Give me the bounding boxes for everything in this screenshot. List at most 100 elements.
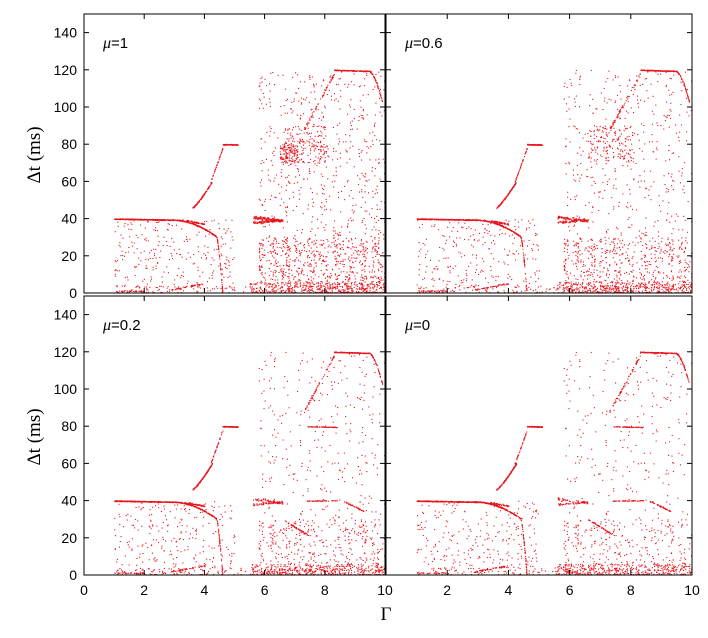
- data-point: [139, 286, 141, 288]
- data-point: [283, 153, 285, 155]
- data-point: [288, 249, 290, 251]
- data-point: [322, 149, 324, 151]
- data-point: [308, 265, 310, 267]
- data-point: [319, 149, 321, 151]
- data-point: [282, 162, 284, 164]
- data-point: [131, 289, 133, 291]
- data-point: [200, 198, 202, 200]
- data-point: [365, 288, 367, 290]
- data-point: [347, 181, 349, 183]
- data-point: [514, 232, 516, 234]
- data-point: [302, 140, 304, 142]
- data-point: [326, 86, 328, 88]
- data-point: [369, 132, 371, 134]
- data-point: [288, 156, 290, 158]
- data-point: [168, 259, 170, 261]
- data-point: [318, 149, 320, 151]
- data-point: [431, 218, 433, 220]
- data-point: [375, 245, 377, 247]
- data-point: [365, 249, 367, 251]
- data-point: [218, 254, 220, 256]
- data-point: [335, 170, 337, 172]
- data-point: [180, 288, 182, 290]
- data-point: [372, 248, 374, 250]
- data-point: [232, 144, 234, 146]
- data-point: [317, 104, 319, 106]
- data-point: [163, 219, 165, 221]
- data-point: [364, 185, 366, 187]
- data-point: [378, 284, 380, 286]
- data-point: [360, 288, 362, 290]
- data-point: [298, 87, 300, 89]
- data-point: [290, 288, 292, 290]
- data-point: [348, 287, 350, 289]
- data-point: [381, 271, 383, 273]
- data-point: [139, 291, 141, 293]
- data-point: [497, 285, 499, 287]
- data-point: [313, 171, 315, 173]
- data-point: [122, 259, 124, 261]
- data-point: [337, 282, 339, 284]
- data-point: [369, 287, 371, 289]
- data-point: [339, 152, 341, 154]
- data-point: [288, 146, 290, 148]
- data-point: [337, 261, 339, 263]
- data-point: [351, 271, 353, 273]
- data-point: [334, 180, 336, 182]
- data-point: [362, 70, 364, 72]
- data-point: [288, 158, 290, 160]
- data-point: [467, 219, 469, 221]
- data-point: [373, 75, 375, 77]
- data-point: [280, 271, 282, 273]
- data-point: [661, 70, 663, 72]
- data-point: [281, 287, 283, 289]
- data-point: [145, 237, 147, 239]
- data-point: [320, 270, 322, 272]
- data-point: [346, 284, 348, 286]
- data-point: [346, 246, 348, 248]
- data-point: [286, 211, 288, 213]
- data-point: [297, 156, 299, 158]
- data-point: [269, 291, 271, 293]
- data-point: [267, 169, 269, 171]
- data-point: [126, 291, 128, 293]
- data-point: [368, 179, 370, 181]
- data-point: [291, 288, 293, 290]
- data-point: [521, 241, 523, 243]
- data-point: [225, 243, 227, 245]
- data-point: [288, 140, 290, 142]
- data-point: [306, 123, 308, 125]
- data-point: [353, 84, 355, 86]
- data-point: [309, 75, 311, 77]
- data-point: [167, 229, 169, 231]
- data-point: [527, 144, 529, 146]
- data-point: [358, 116, 360, 118]
- data-point: [366, 277, 368, 279]
- data-point: [308, 101, 310, 103]
- data-point: [251, 290, 253, 292]
- data-point: [522, 160, 524, 162]
- data-point: [374, 217, 376, 219]
- data-point: [309, 286, 311, 288]
- data-point: [127, 279, 129, 281]
- data-point: [274, 287, 276, 289]
- data-point: [441, 219, 443, 221]
- data-point: [316, 165, 318, 167]
- data-point: [378, 242, 380, 244]
- data-point: [372, 247, 374, 249]
- data-point: [283, 146, 285, 148]
- data-point: [307, 154, 309, 156]
- data-point: [494, 222, 496, 224]
- data-point: [360, 284, 362, 286]
- data-point: [368, 285, 370, 287]
- data-point: [318, 276, 320, 278]
- data-point: [383, 234, 385, 236]
- data-point: [331, 290, 333, 292]
- data-point: [273, 290, 275, 292]
- data-point: [338, 268, 340, 270]
- data-point: [193, 223, 195, 225]
- data-point: [365, 275, 367, 277]
- data-point: [303, 132, 305, 134]
- data-point: [280, 153, 282, 155]
- data-point: [304, 81, 306, 83]
